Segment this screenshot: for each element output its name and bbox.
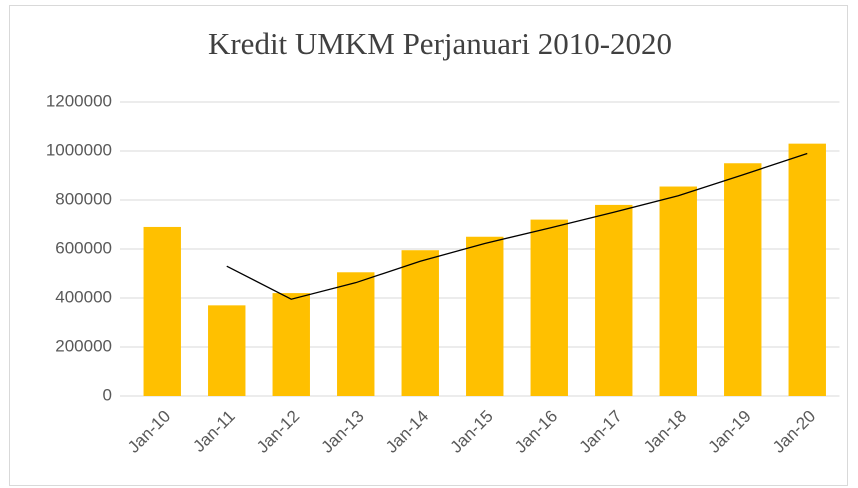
y-tick-label: 400000 bbox=[55, 287, 112, 306]
bar bbox=[660, 187, 697, 396]
bar bbox=[466, 237, 503, 396]
y-tick-label: 800000 bbox=[55, 189, 112, 208]
y-tick-label: 0 bbox=[103, 385, 112, 404]
y-tick-label: 1000000 bbox=[46, 140, 112, 159]
chart-border bbox=[10, 6, 848, 486]
chart-title: Kredit UMKM Perjanuari 2010-2020 bbox=[208, 26, 672, 61]
bar bbox=[208, 305, 245, 396]
bar bbox=[273, 293, 310, 396]
bar bbox=[531, 220, 568, 396]
bar bbox=[724, 163, 761, 396]
y-tick-label: 200000 bbox=[55, 336, 112, 355]
bar bbox=[402, 250, 439, 396]
bar bbox=[595, 205, 632, 396]
y-tick-label: 600000 bbox=[55, 238, 112, 257]
bar bbox=[144, 227, 181, 396]
bar bbox=[789, 144, 826, 396]
chart: Kredit UMKM Perjanuari 2010-2020 0 200000… bbox=[0, 0, 858, 488]
y-tick-label: 1200000 bbox=[46, 91, 112, 110]
bar bbox=[337, 272, 374, 396]
